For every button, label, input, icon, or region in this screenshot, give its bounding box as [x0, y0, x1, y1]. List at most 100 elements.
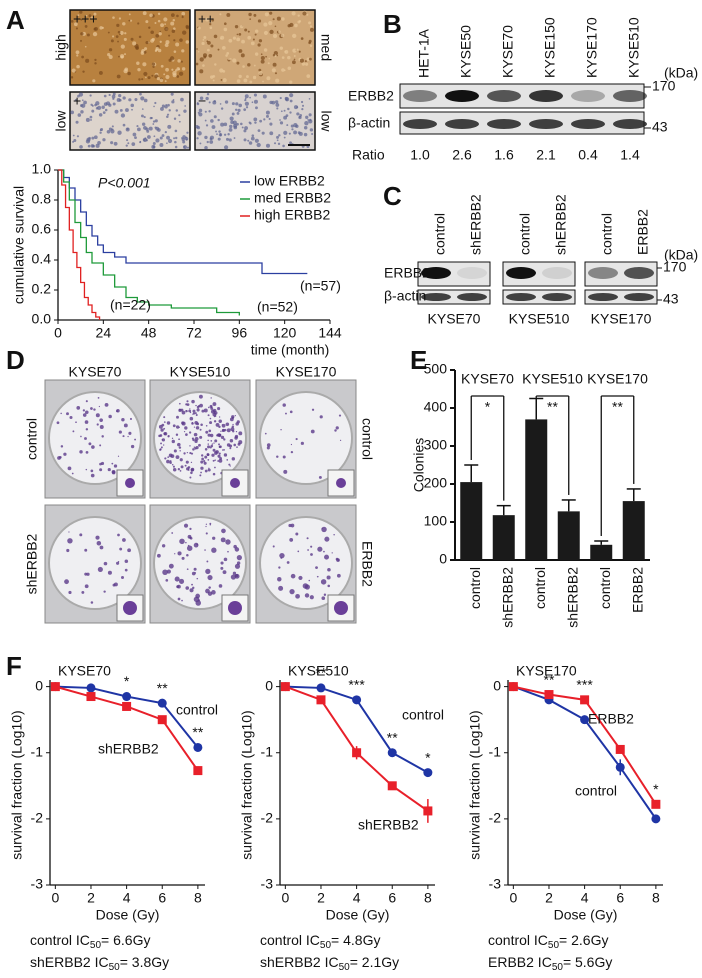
significance: *: [485, 399, 491, 415]
colony: [184, 426, 188, 430]
kda-unit: (kDa): [664, 247, 698, 263]
colony: [67, 466, 72, 471]
ic50-label: shERBB2 IC50= 2.1Gy: [260, 954, 399, 973]
ihc-cell: [181, 11, 186, 16]
ihc-cell: [183, 109, 187, 113]
panel-label: D: [6, 345, 25, 375]
colony: [286, 561, 290, 564]
ihc-cell: [145, 139, 148, 142]
ihc-cell: [120, 113, 126, 118]
row-label: β-actin: [384, 288, 426, 304]
ihc-cell: [230, 120, 234, 125]
colony: [189, 416, 194, 421]
colony: [187, 534, 192, 539]
y-tick-label: 0.8: [32, 191, 52, 207]
ihc-cell: [174, 145, 178, 149]
colony: [97, 396, 100, 399]
colony: [234, 434, 239, 439]
ihc-cell: [184, 105, 186, 107]
ihc-cell: [204, 145, 208, 150]
colony: [189, 588, 194, 593]
colony: [193, 567, 197, 571]
ihc-cell: [204, 110, 207, 113]
colony: [229, 465, 231, 467]
ihc-cell: [164, 23, 167, 26]
colony: [234, 414, 236, 417]
ihc-cell: [283, 69, 286, 72]
ihc-cell: [127, 142, 130, 145]
ihc-cell: [292, 33, 297, 39]
point: [423, 806, 433, 816]
row-label: control: [359, 418, 375, 460]
ihc-score: −: [198, 93, 206, 109]
ihc-cell: [195, 62, 199, 66]
ihc-cell: [305, 115, 309, 119]
ihc-cell: [240, 122, 243, 126]
ihc-cell: [208, 53, 213, 58]
colony: [185, 409, 187, 412]
marker-label: 43: [663, 291, 679, 307]
ihc-cell: [208, 110, 211, 113]
colony: [68, 590, 72, 595]
colony: [177, 442, 181, 447]
colony: [99, 425, 104, 429]
colony: [207, 445, 211, 449]
ihc-cell: [159, 40, 162, 43]
colony: [295, 532, 299, 536]
colony: [277, 577, 282, 582]
colony: [217, 460, 219, 462]
colony: [213, 420, 217, 423]
ihc-cell: [242, 65, 245, 68]
ihc-cell: [201, 41, 205, 46]
ihc-cell: [83, 100, 87, 105]
ihc-cell: [311, 132, 314, 136]
ihc-cell: [75, 50, 80, 55]
colony: [214, 415, 217, 417]
ihc-cell: [160, 23, 165, 28]
colony: [188, 409, 192, 413]
ihc-cell: [134, 136, 137, 140]
colony: [321, 526, 327, 533]
colony: [163, 421, 166, 423]
colony: [167, 456, 170, 458]
ihc-cell: [267, 62, 270, 65]
y-tick-label: 100: [424, 513, 448, 529]
y-tick-label: 0.6: [32, 221, 52, 237]
colony: [90, 407, 93, 410]
colony: [160, 428, 164, 432]
colony: [192, 448, 195, 451]
ihc-cell: [84, 45, 87, 48]
colony: [224, 428, 227, 432]
ihc-cell: [249, 96, 251, 99]
ihc-cell: [210, 17, 213, 20]
ihc-cell: [182, 30, 187, 35]
ihc-cell: [225, 137, 230, 141]
erbb2-band: [445, 90, 479, 102]
ihc-cell: [89, 115, 93, 119]
colony: [116, 410, 119, 413]
colony: [223, 557, 228, 562]
colony: [235, 430, 238, 433]
ihc-cell: [268, 21, 273, 26]
colony: [207, 458, 210, 461]
colony: [111, 462, 114, 465]
colony: [95, 535, 100, 540]
ihc-cell: [260, 55, 265, 61]
ihc-cell: [174, 129, 178, 133]
y-tick-label: 400: [424, 399, 448, 415]
ihc-cell: [258, 71, 263, 76]
colony: [231, 457, 236, 461]
colony: [82, 413, 87, 417]
actin-band: [613, 119, 647, 129]
ihc-cell: [85, 58, 90, 63]
ihc-cell: [149, 116, 153, 120]
ihc-cell: [309, 25, 313, 28]
y-tick-label: 1.0: [32, 161, 52, 177]
x-tick-label: 120: [273, 325, 297, 341]
ihc-cell: [261, 131, 265, 135]
colony: [66, 412, 69, 416]
ihc-cell: [209, 26, 213, 30]
colony: [75, 421, 77, 424]
ihc-cell: [143, 50, 147, 54]
colony: [193, 542, 199, 548]
